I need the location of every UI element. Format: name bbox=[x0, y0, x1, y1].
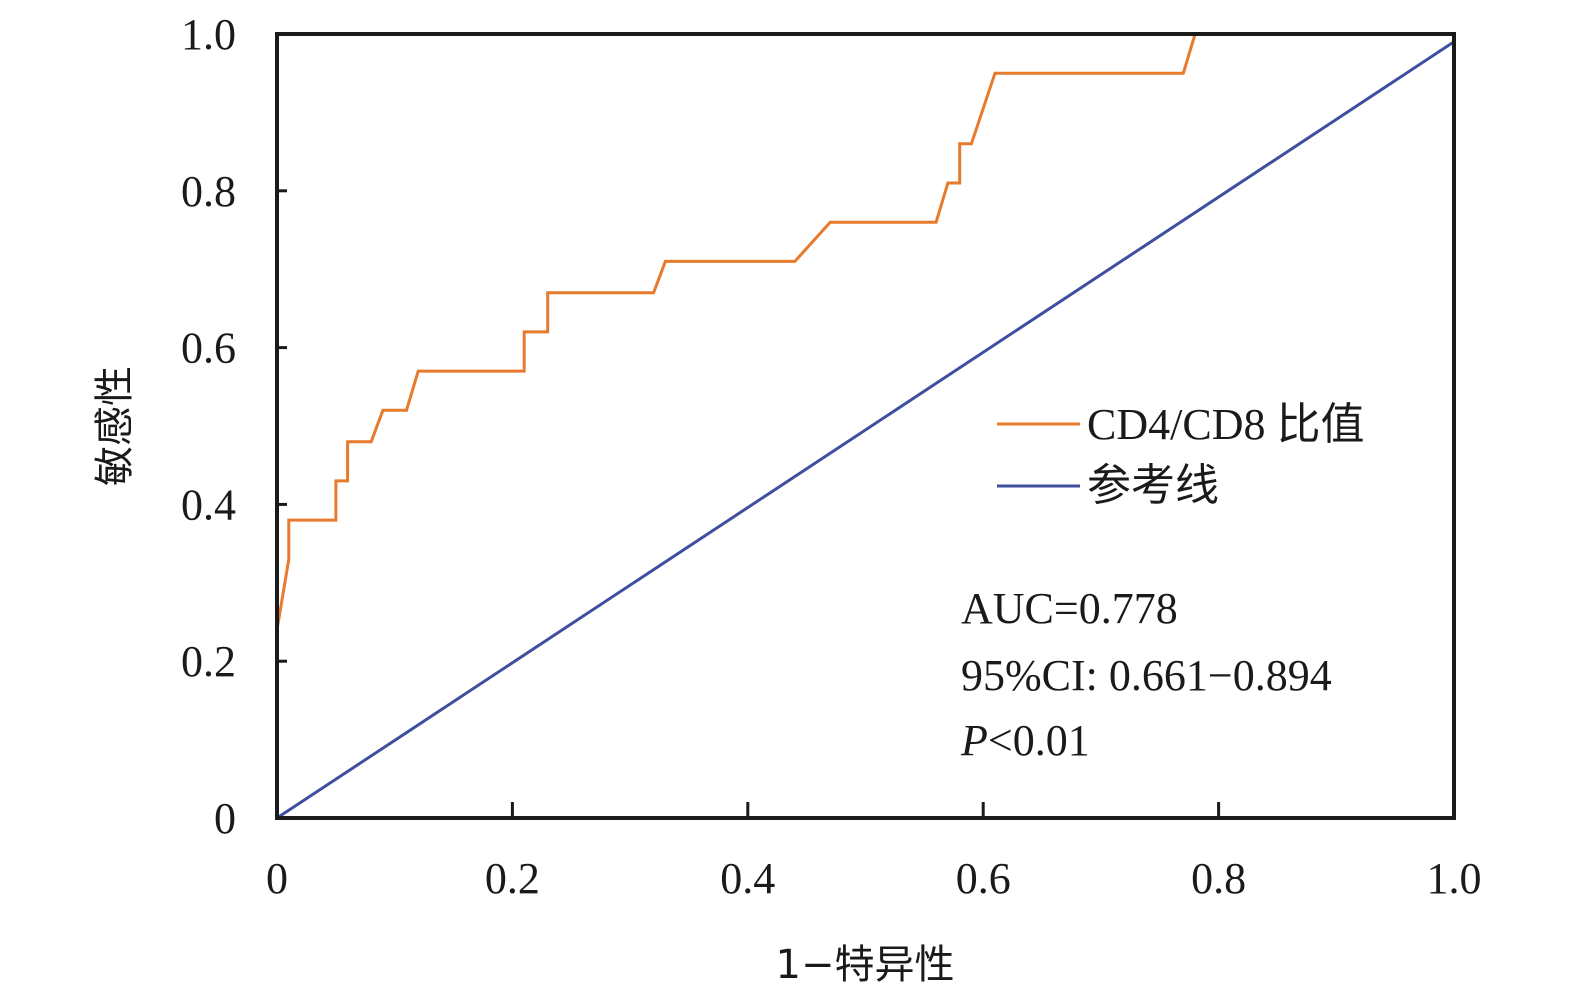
y-tick-labels: 0 0.2 0.4 0.6 0.8 1.0 bbox=[181, 10, 236, 843]
y-tick-label: 0.8 bbox=[181, 167, 236, 216]
p-value-text: P<0.01 bbox=[960, 716, 1090, 765]
x-tick-labels: 0 0.2 0.4 0.6 0.8 1.0 bbox=[266, 854, 1482, 903]
y-tick-label: 0.2 bbox=[181, 637, 236, 686]
series-layer bbox=[275, 32, 1455, 820]
x-axis-ticks bbox=[275, 802, 1456, 818]
x-tick-label: 0 bbox=[266, 854, 288, 903]
roc-curve-line bbox=[275, 32, 1454, 779]
auc-text: AUC=0.778 bbox=[961, 584, 1178, 633]
y-tick-label: 1.0 bbox=[181, 10, 236, 59]
y-tick-label: 0 bbox=[214, 794, 236, 843]
reference-line bbox=[276, 40, 1455, 820]
plot-frame bbox=[275, 32, 1456, 820]
x-tick-label: 0.8 bbox=[1191, 854, 1246, 903]
x-tick-label: 0.6 bbox=[956, 854, 1011, 903]
legend-label-reference: 参考线 bbox=[1087, 461, 1219, 510]
legend: CD4/CD8 比值 参考线 bbox=[997, 400, 1364, 510]
ci-text: 95%CI: 0.661−0.894 bbox=[961, 651, 1332, 700]
stats-annotation: AUC=0.778 95%CI: 0.661−0.894 P<0.01 bbox=[960, 584, 1332, 765]
x-tick-label: 1.0 bbox=[1427, 854, 1482, 903]
y-axis-title: 敏感性 bbox=[92, 366, 138, 486]
x-axis-title: 1−特异性 bbox=[776, 942, 955, 988]
x-tick-label: 0.4 bbox=[720, 854, 775, 903]
p-symbol: P bbox=[960, 716, 988, 765]
legend-label-roc: CD4/CD8 比值 bbox=[1087, 400, 1364, 449]
p-value: <0.01 bbox=[988, 716, 1090, 765]
x-tick-label: 0.2 bbox=[485, 854, 540, 903]
y-tick-label: 0.6 bbox=[181, 324, 236, 373]
y-tick-label: 0.4 bbox=[181, 480, 236, 529]
